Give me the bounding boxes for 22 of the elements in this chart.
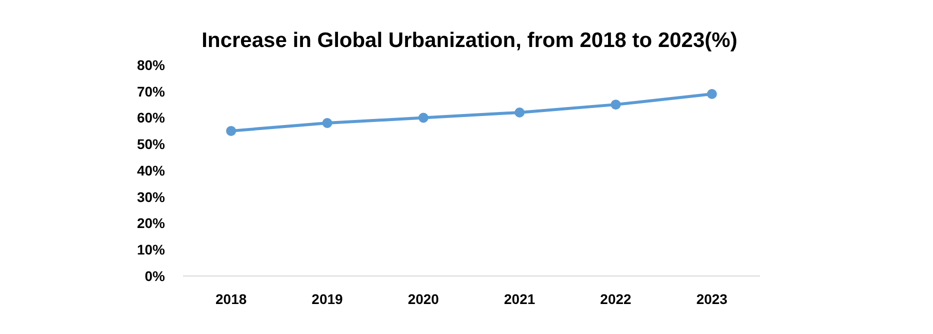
x-tick-label: 2022	[600, 291, 632, 307]
point	[514, 107, 525, 118]
point	[706, 89, 717, 100]
x-tick-label: 2018	[216, 291, 247, 307]
y-tick-label: 50%	[136, 136, 166, 152]
point	[610, 100, 621, 110]
y-tick-label: 0%	[144, 268, 166, 284]
chart-title: Increase in Global Urbanization, from 2018 to 2023(%)	[202, 29, 738, 52]
point	[322, 118, 332, 128]
y-tick-label: 40%	[136, 162, 166, 178]
x-tick-label: 2019	[312, 291, 344, 307]
x-tick-label: 2023	[696, 291, 728, 307]
y-tick-label: 60%	[136, 110, 166, 126]
point	[226, 126, 236, 136]
x-tick-label: 2020	[408, 291, 440, 307]
y-tick-label: 10%	[136, 242, 166, 258]
y-tick-label: 80%	[136, 56, 166, 73]
y-tick-label: 20%	[136, 215, 166, 232]
y-tick-label: 70%	[136, 83, 166, 100]
x-tick-label: 2021	[504, 291, 536, 307]
y-tick-label: 30%	[136, 188, 166, 205]
point	[418, 112, 428, 123]
